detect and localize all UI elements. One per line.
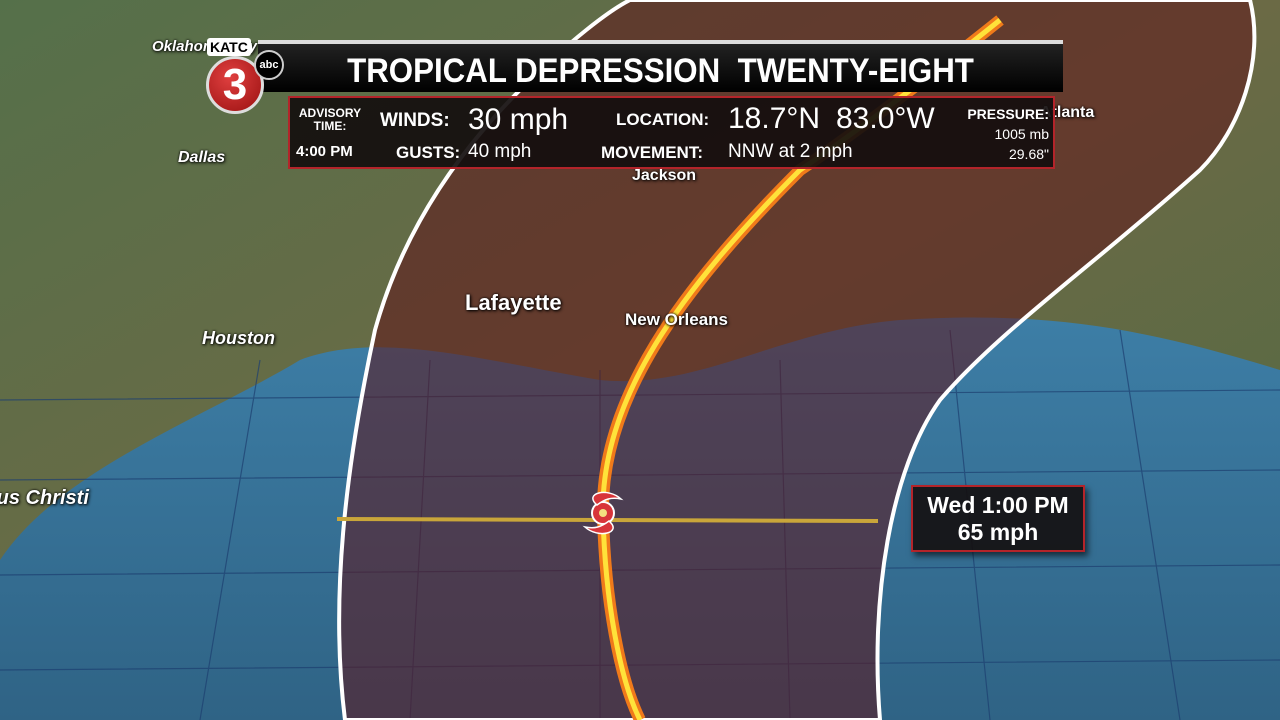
city-label: Dallas xyxy=(178,149,226,166)
title: TROPICAL DEPRESSION TWENTY-EIGHT xyxy=(347,52,974,90)
storm-icon xyxy=(582,491,624,535)
station-logo: KATC xyxy=(207,38,251,56)
label: GUSTS: xyxy=(396,143,461,162)
title-banner: TROPICAL DEPRESSION TWENTY-EIGHT xyxy=(258,40,1063,92)
value: 18.7°N xyxy=(728,102,821,135)
advisory-box: ADVISORY TIME: 4:00 PM WINDS: 30 mph GUS… xyxy=(288,96,1055,169)
value: 40 mph xyxy=(468,141,532,162)
label: ADVISORY TIME: xyxy=(298,106,362,133)
value: 29.68" xyxy=(1008,146,1049,162)
network-logo: abc xyxy=(254,50,284,80)
city-label: Corpus Christi xyxy=(0,487,89,509)
forecast-wind: 65 mph xyxy=(957,519,1039,545)
city-label: Lafayette xyxy=(465,290,562,315)
label: MOVEMENT: xyxy=(601,143,703,162)
value: 30 mph xyxy=(468,103,569,136)
label: LOCATION: xyxy=(616,110,710,129)
value: 4:00 PM xyxy=(296,143,353,160)
value: 1005 mb xyxy=(994,126,1049,142)
city-label: New Orleans xyxy=(625,310,728,329)
forecast-time: Wed 1:00 PM xyxy=(927,492,1069,518)
city-label: Houston xyxy=(202,328,275,348)
city-label: Jackson xyxy=(632,167,697,184)
label: PRESSURE: xyxy=(967,106,1049,122)
value: NNW at 2 mph xyxy=(728,141,853,162)
value: 83.0°W xyxy=(836,102,935,135)
label: WINDS: xyxy=(380,110,450,131)
forecast-point-box: Wed 1:00 PM 65 mph xyxy=(911,485,1085,552)
